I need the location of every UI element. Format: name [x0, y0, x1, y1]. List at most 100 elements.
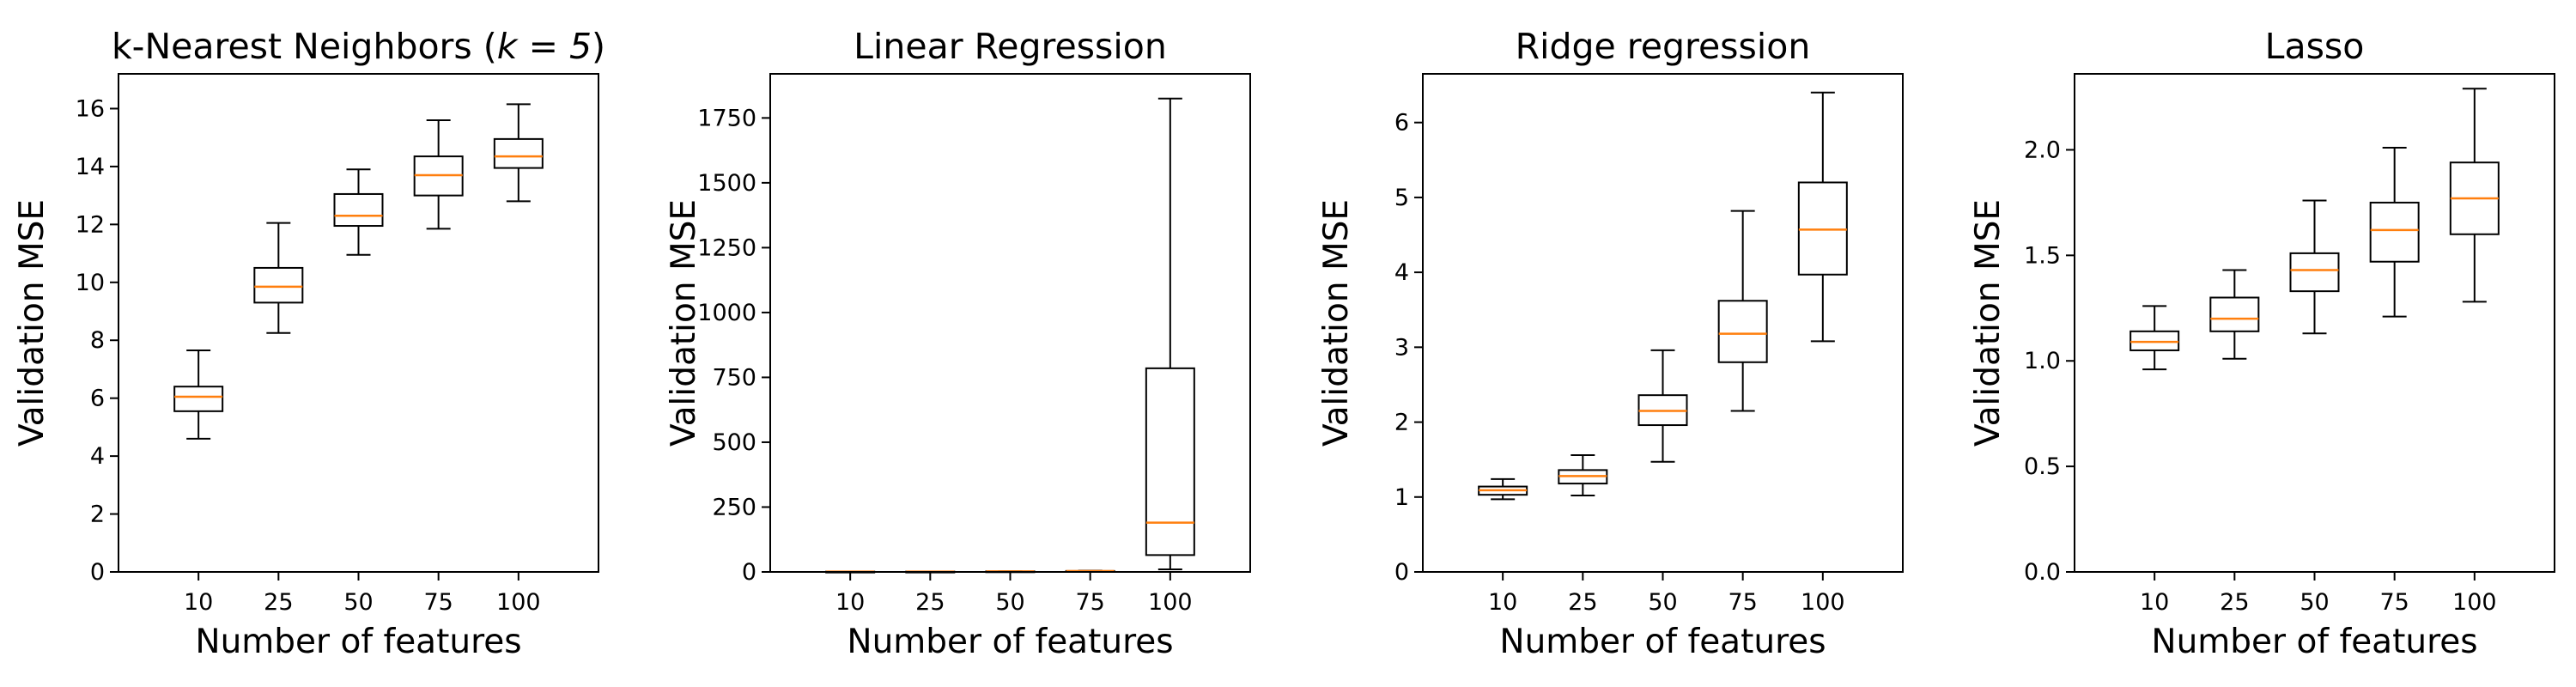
box-10	[2129, 305, 2180, 371]
y-tick-label: 14	[76, 154, 105, 180]
iqr-box	[333, 192, 384, 228]
x-tick-label: 10	[2140, 589, 2169, 616]
y-tick-label: 1.0	[2024, 348, 2061, 374]
axes-frame	[118, 73, 599, 573]
chart-title-math: k = 5	[497, 26, 592, 67]
x-tick-label: 25	[1568, 589, 1597, 616]
box-75	[1717, 210, 1768, 412]
y-tick-label: 0	[742, 559, 756, 586]
x-axis-label: Number of features	[2151, 623, 2477, 661]
chart-title-close: )	[592, 26, 605, 67]
x-tick-label: 25	[2220, 589, 2249, 616]
y-tick-label: 4	[90, 443, 105, 470]
y-tick-label: 1750	[697, 105, 756, 131]
iqr-box	[493, 137, 544, 169]
x-tick-label: 10	[184, 589, 213, 616]
box-50	[2289, 199, 2340, 335]
x-tick-label: 25	[915, 589, 945, 616]
x-tick-label: 100	[1801, 589, 1845, 616]
iqr-box	[2369, 201, 2420, 263]
box-100	[1797, 91, 1848, 343]
x-tick-label: 100	[2452, 589, 2497, 616]
y-tick-label: 1000	[697, 300, 756, 326]
x-tick-label: 75	[1728, 589, 1757, 616]
y-axis-label: Validation MSE	[13, 199, 52, 447]
y-tick-label: 1250	[697, 234, 756, 261]
y-tick-label: 2.0	[2024, 137, 2061, 163]
y-tick-label: 12	[76, 211, 105, 238]
y-tick-label: 3	[1394, 334, 1409, 361]
x-axis-label: Number of features	[195, 623, 521, 661]
panel-3: Ridge regression 0 1 2 3 4 5 6 10 25 50 75 100 Number…	[1317, 26, 1904, 661]
chart-title: k-Nearest Neighbors (k = 5)	[112, 26, 605, 67]
y-tick-label: 10	[76, 270, 105, 296]
x-tick-label: 50	[1648, 589, 1677, 616]
iqr-box	[173, 386, 224, 412]
y-tick-label: 1	[1394, 484, 1409, 511]
box-75	[2369, 147, 2420, 318]
box-50	[1637, 349, 1688, 463]
box-75	[413, 119, 464, 230]
y-tick-label: 0.0	[2024, 559, 2061, 586]
y-tick-label: 6	[1394, 110, 1409, 137]
box-25	[253, 222, 304, 334]
axes-frame	[1422, 73, 1904, 573]
panel-2: Linear Regression 0 250 500 750 1000 1250 1500 1…	[665, 26, 1251, 661]
box-10	[173, 350, 224, 440]
y-tick-label: 0	[1394, 559, 1409, 586]
panel-1: k-Nearest Neighbors (k = 5) 0 2 4 6 8 10 12 14 16…	[13, 26, 605, 661]
iqr-box	[1717, 300, 1768, 363]
y-tick-label: 8	[90, 327, 105, 354]
iqr-box	[1797, 181, 1848, 276]
chart-title-text: Lasso	[2265, 26, 2365, 67]
x-tick-label: 25	[264, 589, 293, 616]
axes-frame	[2074, 73, 2555, 573]
y-tick-label: 5	[1394, 185, 1409, 211]
y-tick-label: 4	[1394, 259, 1409, 286]
chart-title-text: Ridge regression	[1516, 26, 1811, 67]
iqr-box	[2209, 296, 2260, 332]
y-tick-label: 6	[90, 386, 105, 412]
x-tick-label: 75	[423, 589, 453, 616]
x-tick-label: 50	[343, 589, 373, 616]
x-tick-label: 100	[496, 589, 541, 616]
y-tick-label: 0.5	[2024, 453, 2061, 480]
y-axis-label: Validation MSE	[665, 199, 703, 447]
y-tick-label: 1.5	[2024, 242, 2061, 269]
y-axis-label: Validation MSE	[1317, 199, 1356, 447]
panel-4: Lasso 0.0 0.5 1.0 1.5 2.0 10 25 50 75 100 Number of…	[1969, 26, 2555, 661]
x-tick-label: 100	[1148, 589, 1193, 616]
chart-title-text: Linear Regression	[854, 26, 1167, 67]
y-tick-label: 2	[1394, 410, 1409, 436]
y-tick-label: 2	[90, 502, 105, 528]
box-100	[1145, 97, 1195, 570]
x-tick-label: 75	[2379, 589, 2409, 616]
x-tick-label: 50	[995, 589, 1024, 616]
box-25	[2209, 269, 2260, 360]
x-tick-label: 10	[1488, 589, 1517, 616]
iqr-box	[1145, 367, 1195, 556]
x-tick-label: 10	[835, 589, 865, 616]
iqr-box	[253, 266, 304, 304]
x-tick-label: 75	[1075, 589, 1104, 616]
box-25	[1558, 453, 1608, 497]
chart-title: Lasso	[2265, 26, 2365, 67]
y-tick-label: 750	[712, 364, 756, 391]
box-10	[1478, 477, 1528, 501]
y-axis-label: Validation MSE	[1969, 199, 2008, 447]
x-tick-label: 50	[2300, 589, 2329, 616]
iqr-box	[2289, 252, 2340, 293]
y-tick-label: 1500	[697, 170, 756, 197]
y-tick-label: 500	[712, 429, 756, 456]
axes-frame	[769, 73, 1251, 573]
chart-title: Linear Regression	[854, 26, 1167, 67]
y-tick-label: 250	[712, 494, 756, 520]
x-axis-label: Number of features	[847, 623, 1173, 661]
box-100	[2449, 88, 2500, 303]
chart-title-text: k-Nearest Neighbors (	[112, 26, 497, 67]
box-100	[493, 103, 544, 203]
chart-title: Ridge regression	[1516, 26, 1811, 67]
x-axis-label: Number of features	[1499, 623, 1826, 661]
y-tick-label: 16	[76, 95, 105, 122]
